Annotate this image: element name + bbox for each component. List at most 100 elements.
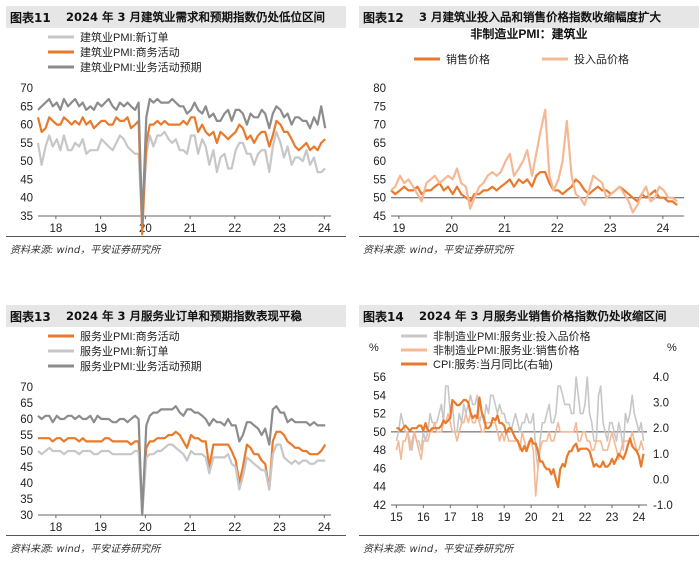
figure-title: 2024 年 3 月服务业订单和预期指数表现平稳 [66,309,303,323]
x-tick-label: 18 [49,223,62,235]
figure-title: 2024 年 3 月建筑业需求和预期指数仍处低位区间 [66,10,326,24]
legend-label: 销售价格 [446,52,490,66]
y-tick-label: 30 [20,510,33,522]
series-line-2 [390,108,678,214]
source-note: 资料来源: wind，平安证券研究所 [363,544,514,555]
x-tick-label: 21 [184,223,197,235]
line-chart: 42 44 46 48 50 52 54 56 -1.0 0.0 1.0 2.0 3.0 4.0% % 15 1… [369,329,677,524]
figure-number: 图表14 [363,309,404,324]
x-tick-label: 18 [49,522,62,534]
source-note: 资料来源: wind，平安证券研究所 [10,544,161,555]
y-tick-label: 60 [20,414,33,426]
y-tick-label: 45 [373,211,386,223]
x-tick-label: 18 [471,512,484,524]
figure-title: 3 月建筑业投入品和销售价格指数收缩幅度扩大 [419,10,662,24]
x-tick-label: 21 [498,223,511,235]
y-tick-label: 35 [20,211,33,223]
x-tick-label: 15 [390,512,403,524]
divider [359,236,699,237]
y-tick-label: 60 [20,120,33,132]
chart-panel-2: 图表12 3 月建筑业投入品和销售价格指数收缩幅度扩大 非制造业PMI：建筑业 4… [359,6,699,256]
panel-header: 图表12 3 月建筑业投入品和销售价格指数收缩幅度扩大 [359,6,699,28]
chart-title: 非制造业PMI：建筑业 [470,28,587,41]
series-line-2 [395,412,645,497]
x-tick-label: 19 [94,522,107,534]
figure-title: 2024 年 3 月服务业销售价格指数仍处收缩区间 [419,309,667,323]
x-tick-label: 23 [606,512,619,524]
x-tick-label: 22 [228,522,241,534]
y2-tick-label: 4.0 [653,372,669,384]
y-tick-label: 48 [373,445,386,457]
x-tick-label: 24 [318,223,331,235]
x-tick-label: 20 [139,522,152,534]
y2-tick-label: 0.0 [653,474,669,486]
x-tick-label: 20 [525,512,538,524]
figure-number: 图表12 [363,10,404,25]
divider [6,236,346,237]
y2-tick-label: 3.0 [653,398,669,410]
x-tick-label: 23 [273,522,286,534]
y-tick-label: 50 [20,446,33,458]
line-chart: 30 35 40 45 50 55 60 65 70 18 19 20 21 22 23 24 服务业PMI:商… [20,329,331,534]
panel-header: 图表14 2024 年 3 月服务业销售价格指数仍处收缩区间 [359,305,699,327]
y-tick-label: 56 [373,372,386,384]
series-line-3 [37,405,326,517]
series-line-1 [36,130,326,225]
y-tick-label: 44 [373,482,386,494]
series-line-2 [36,116,326,236]
y-tick-label: 50 [20,156,33,168]
source-note: 资料来源: wind，平安证券研究所 [10,245,161,256]
y2-tick-label: 1.0 [653,449,669,461]
x-tick-label: 22 [551,223,564,235]
x-tick-label: 24 [318,522,331,534]
panel-header: 图表13 2024 年 3 月服务业订单和预期指数表现平稳 [6,305,346,327]
x-tick-label: 23 [273,223,286,235]
y-tick-label: 55 [373,174,386,186]
y-tick-label: 45 [20,462,33,474]
legend-label: 服务业PMI:新订单 [80,344,169,358]
x-tick-label: 24 [633,512,646,524]
y-tick-label: 54 [373,390,386,402]
y-tick-label: 40 [20,193,33,205]
legend-label: 非制造业PMI:服务业:投入品价格 [433,329,591,343]
chart-panel-4: 图表14 2024 年 3 月服务业销售价格指数仍处收缩区间 42 44 46 48 5… [359,305,699,555]
x-tick-label: 16 [417,512,430,524]
divider [6,535,346,536]
source-note: 资料来源: wind，平安证券研究所 [363,245,514,256]
x-tick-label: 22 [228,223,241,235]
y-tick-label: 55 [20,430,33,442]
x-tick-label: 20 [445,223,458,235]
legend-label: 服务业PMI:商务活动 [80,329,180,343]
x-tick-label: 22 [579,512,592,524]
series-line-3 [396,396,645,489]
y-tick-label: 65 [20,101,33,113]
legend-label: 投入品价格 [574,52,629,66]
line-chart: 非制造业PMI：建筑业 45 50 55 60 65 70 75 80 19 20 21 22 23 24 销… [373,28,684,235]
chart-panel-3: 图表13 2024 年 3 月服务业订单和预期指数表现平稳 30 35 40 45 50… [6,305,346,555]
y-tick-label: 70 [373,120,386,132]
x-tick-label: 19 [498,512,511,524]
x-tick-label: 23 [604,223,617,235]
y-tick-label: 45 [20,174,33,186]
x-tick-label: 19 [393,223,406,235]
y-axis-label: % [369,342,379,354]
y-tick-label: 65 [20,398,33,410]
legend-label: CPI:服务:当月同比(右轴) [433,357,553,371]
y2-tick-label: 2.0 [653,423,669,435]
figure-number: 图表13 [10,309,51,324]
y-tick-label: 52 [373,409,386,421]
series-line-1 [38,430,327,510]
series-line-1 [395,376,645,470]
y2-axis-label: % [667,342,677,354]
legend-label: 建筑业PMI:新订单 [80,30,169,44]
legend-label: 建筑业PMI:商务活动 [80,45,180,59]
y-tick-label: 46 [373,463,386,475]
x-tick-label: 21 [184,522,197,534]
legend-label: 非制造业PMI:服务业:销售价格 [433,343,580,357]
y-tick-label: 65 [373,138,386,150]
y2-tick-label: -1.0 [653,500,673,512]
x-tick-label: 17 [444,512,457,524]
divider [359,535,699,536]
x-tick-label: 24 [656,223,669,235]
y-tick-label: 42 [373,500,386,512]
